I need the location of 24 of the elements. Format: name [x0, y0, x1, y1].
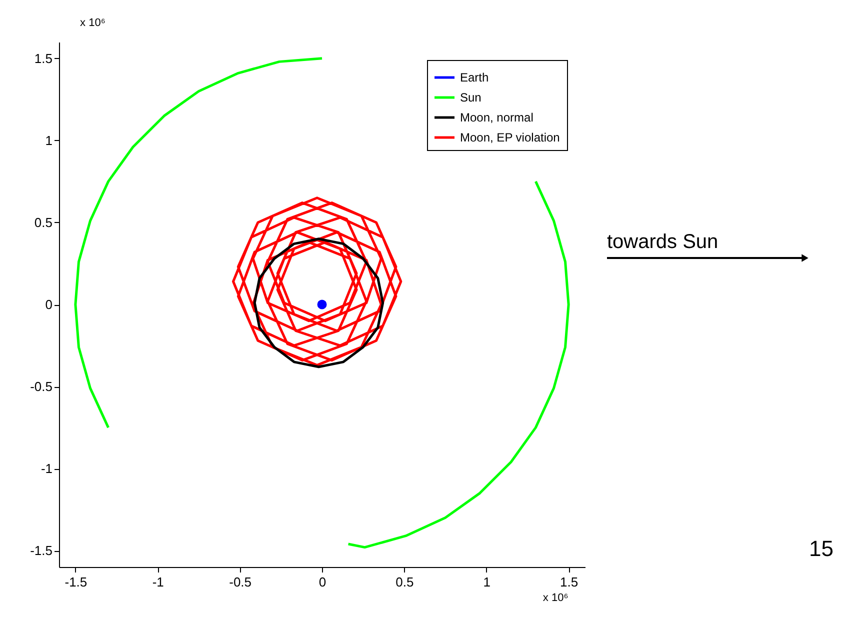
line-series: [253, 238, 384, 368]
x-tick-label: 1.5: [560, 574, 578, 590]
text: x 10⁶: [80, 17, 106, 29]
line-series: [232, 196, 402, 366]
text: 15: [809, 536, 834, 561]
y-tick-label: -0.5: [30, 379, 52, 394]
y-tick-label: 1.5: [34, 50, 52, 66]
legend-label: Moon, normal: [460, 110, 534, 124]
x-tick-label: 0.5: [396, 574, 414, 590]
legend-label: Moon, EP violation: [460, 130, 560, 144]
y-tick-label: -1.5: [30, 543, 52, 558]
y-tick-label: 0.5: [34, 214, 52, 230]
x-tick-label: 1: [483, 574, 490, 590]
text: towards Sun: [607, 231, 718, 253]
legend-label: Earth: [460, 70, 489, 84]
x-tick-label: -1.5: [64, 574, 88, 590]
y-tick-label: -1: [40, 461, 52, 476]
y-tick-label: 1: [45, 132, 52, 148]
x-tick-label: -1: [152, 574, 164, 590]
x-tick-label: -0.5: [229, 574, 252, 590]
y-tick-label: 0: [45, 297, 52, 312]
x-tick-label: 0: [318, 574, 326, 590]
legend-label: Sun: [460, 90, 482, 104]
text: x 10⁶: [542, 592, 568, 604]
